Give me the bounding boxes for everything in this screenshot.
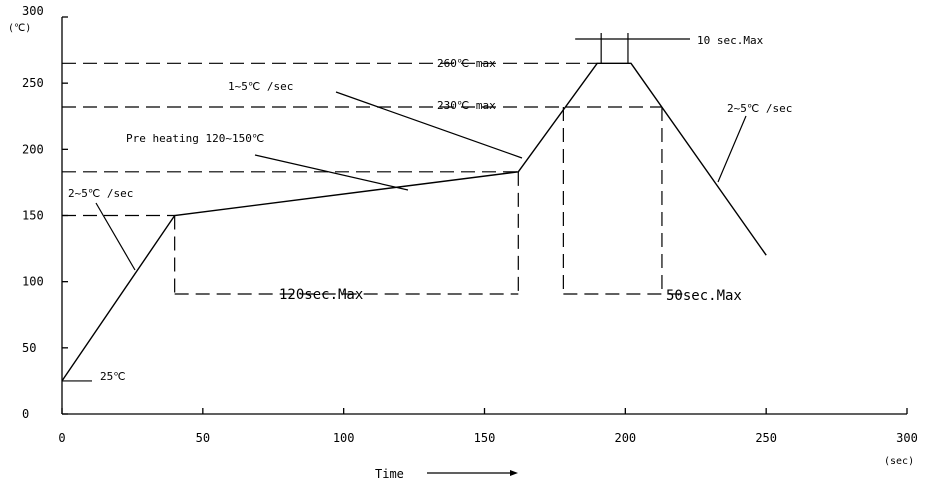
guide-lines: [62, 33, 690, 382]
x-axis-unit: (sec): [884, 456, 914, 467]
ramp1-label: 2~5℃ /sec: [68, 187, 133, 200]
peak-time-label: 10 sec.Max: [697, 34, 764, 47]
x-tick-label: 50: [196, 431, 210, 445]
profile-curve: [61, 62, 767, 382]
preheat-pointer: [254, 154, 409, 191]
x-tick-label: 300: [896, 431, 918, 445]
x-tick-label: 0: [58, 431, 65, 445]
time-arrow-head: [510, 470, 518, 476]
x-tick-label: 150: [474, 431, 496, 445]
x-tick-label: 200: [614, 431, 636, 445]
y-tick-label: 100: [22, 275, 44, 289]
y-tick-label: 250: [22, 76, 44, 90]
y-tick-label: 200: [22, 142, 44, 156]
y-tick-label: 150: [22, 209, 44, 223]
axes: [61, 17, 907, 415]
labels: (℃) (sec) Time: [8, 23, 914, 481]
reflow-max-label: 230℃ max: [437, 99, 496, 112]
ticks: 0 50 100 150 200 250 300 0 50 100 150 200 250 300: [22, 4, 918, 445]
y-axis-unit: (℃): [8, 23, 31, 34]
ramp1-pointer: [95, 202, 136, 271]
x-axis-label: Time: [375, 467, 404, 481]
series: [61, 62, 767, 382]
x-tick-label: 250: [755, 431, 777, 445]
ramp2-pointer: [335, 91, 523, 159]
preheat-time-label: 120sec.Max: [279, 287, 363, 303]
ramp-down-label: 2~5℃ /sec: [727, 102, 792, 115]
x-tick-label: 100: [333, 431, 355, 445]
peak-max-label: 260℃ max: [437, 57, 496, 70]
y-tick-label: 50: [22, 341, 36, 355]
start-temp-label: 25℃: [100, 370, 126, 383]
ramp-down-pointer: [717, 115, 747, 183]
reflow-time-label: 50sec.Max: [666, 288, 742, 304]
ramp2-label: 1~5℃ /sec: [228, 80, 293, 93]
y-tick-label: 0: [22, 407, 29, 421]
preheat-label: Pre heating 120~150℃: [126, 132, 264, 145]
y-tick-label: 300: [22, 4, 44, 18]
annotations: 25℃ 2~5℃ /sec Pre heating 120~150℃ 1~5℃ /se…: [68, 34, 792, 383]
